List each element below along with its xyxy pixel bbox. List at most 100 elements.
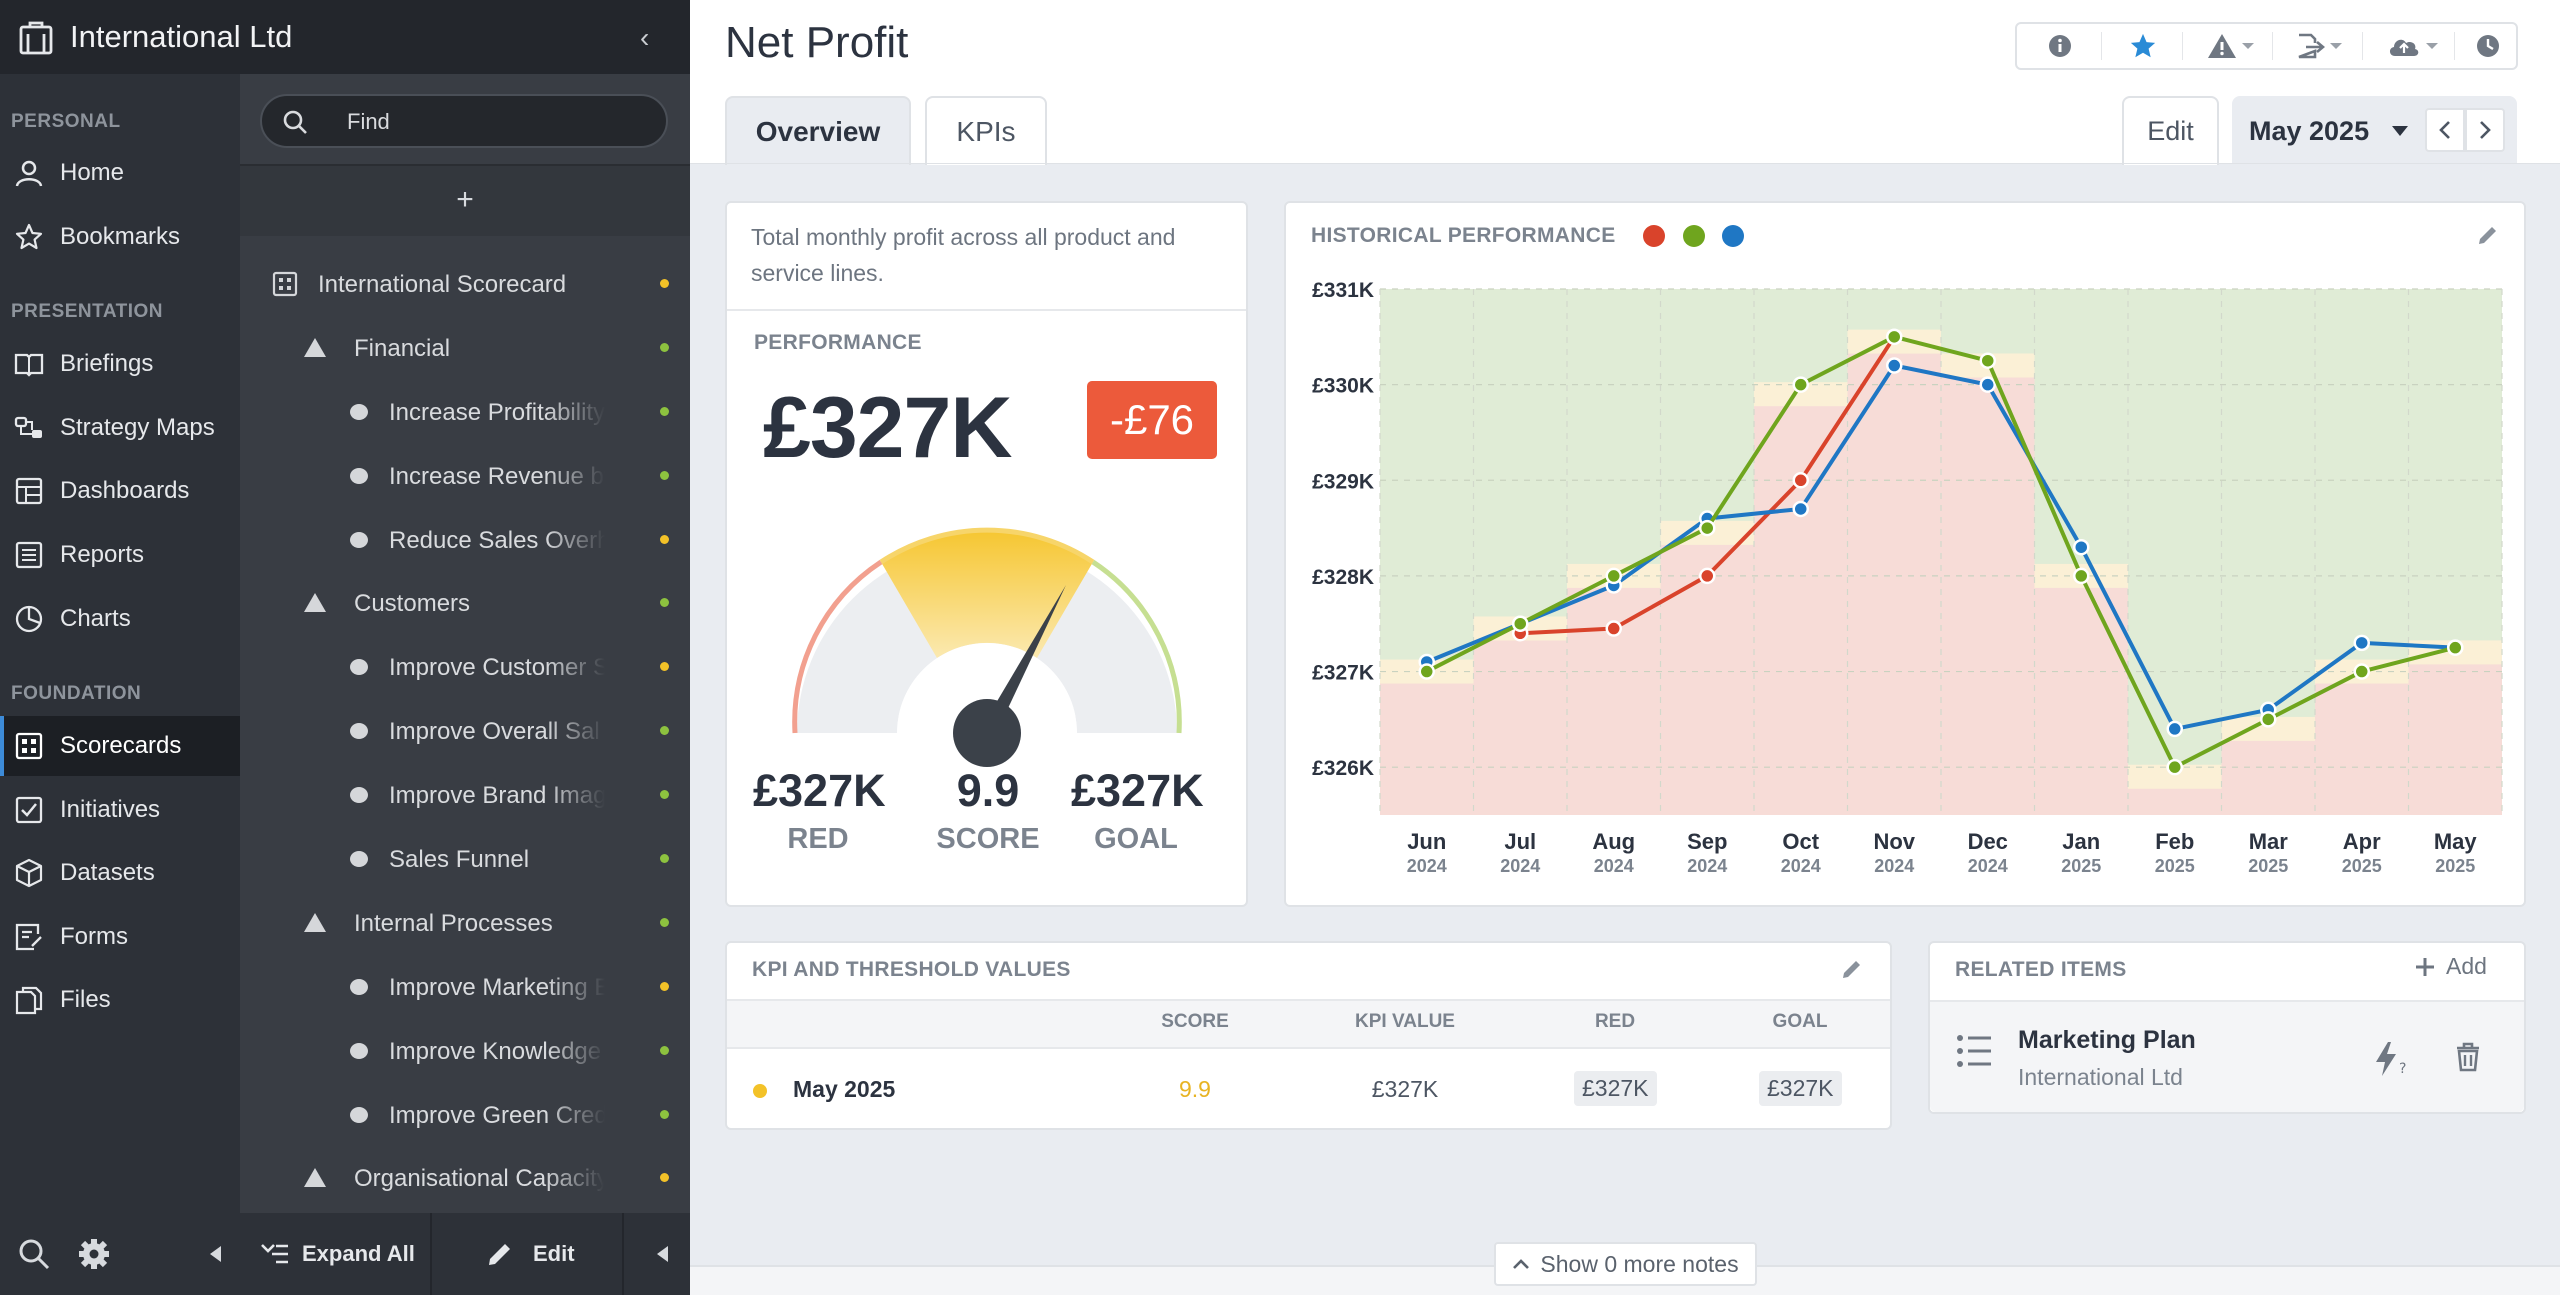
tab-overview[interactable]: Overview bbox=[725, 96, 911, 165]
cloud-button[interactable] bbox=[2387, 24, 2439, 68]
info-button[interactable] bbox=[2047, 24, 2073, 68]
find-input[interactable]: Find bbox=[260, 94, 668, 148]
data-point bbox=[2166, 758, 2183, 776]
nav-item-datasets[interactable]: Datasets bbox=[0, 843, 240, 903]
tree-item-perspective[interactable]: Financial bbox=[240, 319, 690, 377]
edit-kpi-icon[interactable] bbox=[1840, 957, 1864, 981]
tree-item-perspective[interactable]: Internal Processes bbox=[240, 894, 690, 952]
nav-item-scorecards[interactable]: Scorecards bbox=[0, 716, 240, 776]
nav-item-label: Briefings bbox=[60, 350, 154, 377]
table-row[interactable]: May 2025 9.9 £327K £327K £327K bbox=[727, 1051, 1890, 1128]
status-dot bbox=[660, 726, 669, 735]
nav-item-bookmarks[interactable]: Bookmarks bbox=[0, 207, 240, 267]
collapse-left-icon[interactable] bbox=[198, 1237, 232, 1271]
page-header: Net Profit Overview KPIs Edit bbox=[690, 0, 2560, 165]
red-zone-band bbox=[1847, 341, 1941, 815]
data-point bbox=[1792, 472, 1809, 489]
tree-item-objective[interactable]: Increase Revenue by bbox=[240, 447, 690, 505]
performance-card: Total monthly profit across all product … bbox=[725, 201, 1248, 907]
collapse-panel-icon[interactable]: ‹ bbox=[640, 22, 650, 53]
previous-period-button[interactable] bbox=[2425, 108, 2465, 152]
x-tick-year: 2024 bbox=[1594, 856, 1634, 876]
add-tree-item-button[interactable]: + bbox=[240, 166, 690, 236]
status-dot bbox=[660, 1110, 669, 1119]
add-related-button[interactable]: Add bbox=[2414, 953, 2487, 980]
show-notes-button[interactable]: Show 0 more notes bbox=[1494, 1242, 1757, 1286]
tree-item-objective[interactable]: Reduce Sales Overhe bbox=[240, 511, 690, 569]
nav-item-label: Reports bbox=[60, 541, 145, 568]
nav-item-strategy-maps[interactable]: Strategy Maps bbox=[0, 398, 240, 458]
collapse-left-icon[interactable] bbox=[645, 1237, 679, 1271]
perspective-icon bbox=[304, 1168, 326, 1187]
column-header-goal: GOAL bbox=[1772, 1011, 1828, 1032]
nav-item-dashboards[interactable]: Dashboards bbox=[0, 461, 240, 521]
red-threshold-value: £327K bbox=[753, 765, 886, 816]
scorecard-icon bbox=[15, 732, 43, 760]
tree-item-objective[interactable]: Improve Green Cred bbox=[240, 1086, 690, 1144]
tree-item-perspective[interactable]: Organisational Capacity bbox=[240, 1149, 690, 1207]
strategy-map-icon bbox=[14, 416, 42, 438]
search-icon[interactable] bbox=[17, 1237, 51, 1271]
bookmark-button[interactable] bbox=[2129, 24, 2157, 68]
tree-item-objective[interactable]: Improve Knowledge bbox=[240, 1022, 690, 1080]
edit-button[interactable]: Edit bbox=[2122, 96, 2219, 165]
tree-item-label: International Scorecard bbox=[318, 271, 567, 298]
x-tick-year: 2025 bbox=[2155, 856, 2195, 876]
legend-swatch-blue bbox=[1722, 225, 1744, 247]
alerts-button[interactable] bbox=[2207, 24, 2255, 68]
x-tick-year: 2025 bbox=[2061, 856, 2101, 876]
list-item[interactable]: Marketing Plan International Ltd ? bbox=[1930, 1002, 2524, 1112]
nav-item-label: Charts bbox=[60, 605, 131, 632]
nav-item-files[interactable]: Files bbox=[0, 970, 240, 1030]
edit-chart-icon[interactable] bbox=[2476, 223, 2500, 247]
period-dropdown[interactable]: May 2025 bbox=[2249, 116, 2370, 146]
y-tick-label: £330K bbox=[1312, 375, 1374, 398]
nav-item-reports[interactable]: Reports bbox=[0, 525, 240, 585]
related-item-name: Marketing Plan bbox=[2018, 1026, 2196, 1054]
lightning-icon[interactable]: ? bbox=[2372, 1040, 2412, 1078]
cloud-icon bbox=[2389, 39, 2419, 56]
status-dot bbox=[660, 854, 669, 863]
export-button[interactable] bbox=[2297, 24, 2343, 68]
tree-item-objective[interactable]: Improve Customer S bbox=[240, 638, 690, 696]
x-tick-label: Mar bbox=[2249, 829, 2289, 854]
tree-item-objective[interactable]: Sales Funnel bbox=[240, 830, 690, 888]
tree-item-label: Improve Customer S bbox=[389, 654, 605, 682]
edit-tree-button[interactable]: Edit bbox=[485, 1213, 575, 1295]
user-icon bbox=[15, 160, 43, 187]
nav-item-home[interactable]: Home bbox=[0, 143, 240, 203]
nav-item-label: Scorecards bbox=[60, 732, 182, 759]
next-period-button[interactable] bbox=[2465, 108, 2505, 152]
divider bbox=[2182, 32, 2183, 60]
nav-item-initiatives[interactable]: Initiatives bbox=[0, 780, 240, 840]
nav-item-charts[interactable]: Charts bbox=[0, 589, 240, 649]
data-point bbox=[1605, 620, 1622, 637]
list-icon bbox=[1957, 1035, 1991, 1067]
tab-kpis[interactable]: KPIs bbox=[925, 96, 1047, 165]
objective-icon bbox=[350, 723, 368, 739]
tree-item-scorecard[interactable]: International Scorecard bbox=[240, 255, 690, 313]
scorecard-icon bbox=[272, 271, 298, 297]
data-point bbox=[2353, 634, 2370, 652]
history-button[interactable] bbox=[2475, 24, 2501, 68]
tree-item-objective[interactable]: Increase Profitability bbox=[240, 383, 690, 441]
cube-icon bbox=[15, 858, 43, 888]
status-dot bbox=[660, 407, 669, 416]
add-label: Add bbox=[2446, 953, 2487, 979]
nav-item-forms[interactable]: Forms bbox=[0, 907, 240, 967]
edit-tree-label: Edit bbox=[533, 1241, 575, 1266]
trash-icon[interactable] bbox=[2455, 1042, 2481, 1072]
expand-all-button[interactable]: Expand All bbox=[260, 1213, 415, 1295]
red-zone-band bbox=[1473, 628, 1567, 815]
tree-item-objective[interactable]: Improve Marketing E bbox=[240, 958, 690, 1016]
chevron-down-icon[interactable] bbox=[2392, 126, 2408, 136]
nav-item-briefings[interactable]: Briefings bbox=[0, 334, 240, 394]
gear-icon[interactable] bbox=[77, 1237, 111, 1271]
tree-item-perspective[interactable]: Customers bbox=[240, 574, 690, 632]
tree-item-objective[interactable]: Improve Overall Sal bbox=[240, 702, 690, 760]
y-tick-label: £326K bbox=[1312, 757, 1374, 780]
tree-item-objective[interactable]: Improve Brand Imag bbox=[240, 766, 690, 824]
nav-item-label: Bookmarks bbox=[60, 223, 181, 250]
legend-swatch-green bbox=[1683, 225, 1705, 247]
kpi-value: £327K bbox=[763, 380, 1012, 476]
